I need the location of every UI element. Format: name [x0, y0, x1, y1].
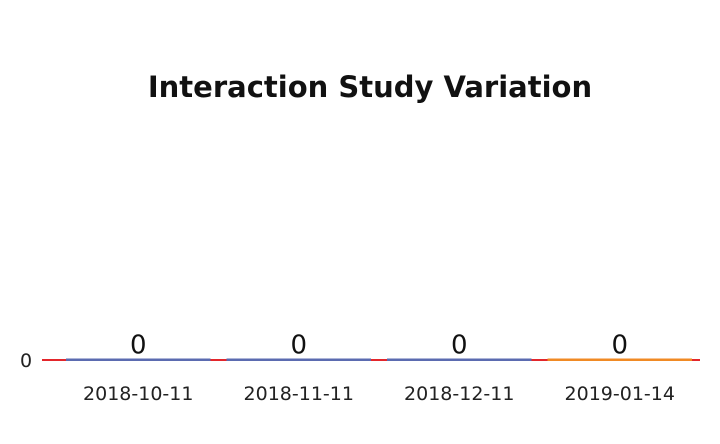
bar — [66, 358, 211, 361]
data-label: 0 — [130, 331, 147, 361]
y-tick-label: 0 — [20, 350, 32, 372]
data-label: 0 — [451, 331, 468, 361]
bar — [547, 358, 692, 361]
chart-title: Interaction Study Variation — [147, 70, 593, 104]
x-tick-label: 2019-01-14 — [565, 383, 675, 405]
x-tick-label: 2018-12-11 — [404, 383, 514, 405]
x-tick-label: 2018-11-11 — [244, 383, 354, 405]
bar — [226, 358, 371, 361]
x-tick-label: 2018-10-11 — [83, 383, 193, 405]
data-label: 0 — [290, 331, 307, 361]
bar — [387, 358, 532, 361]
data-label: 0 — [611, 331, 628, 361]
